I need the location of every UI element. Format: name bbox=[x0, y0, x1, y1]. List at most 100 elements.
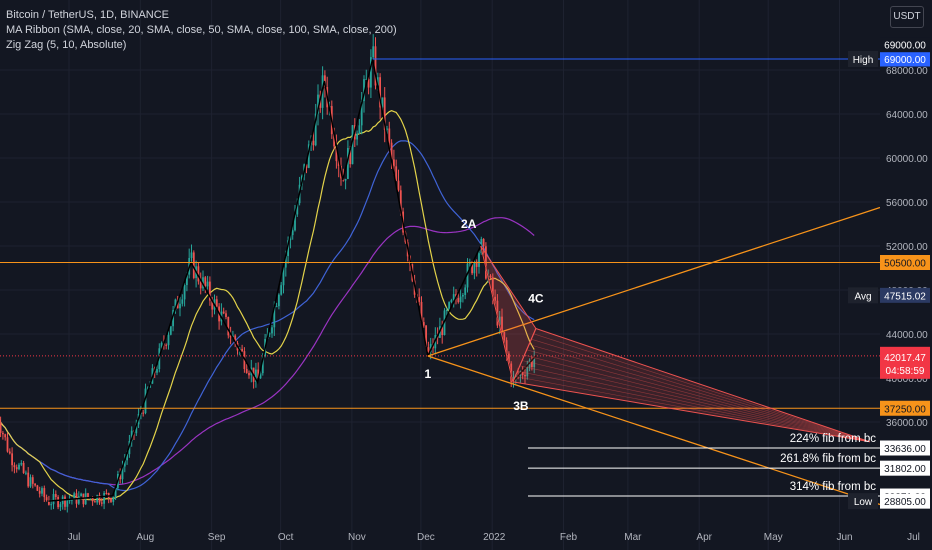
zigzag-legend[interactable]: Zig Zag (5, 10, Absolute) bbox=[6, 39, 127, 51]
time-tick-label: Jun bbox=[836, 532, 852, 543]
candle-body bbox=[475, 261, 478, 267]
currency-button[interactable]: USDT bbox=[890, 6, 924, 28]
lower-trendline bbox=[427, 355, 881, 506]
candle-body bbox=[20, 462, 23, 465]
candle-body bbox=[268, 333, 271, 335]
candle-body bbox=[395, 166, 398, 181]
lower-level-tag-bg bbox=[880, 400, 930, 416]
candle-body bbox=[344, 178, 347, 181]
candle-body bbox=[314, 113, 317, 146]
candle-body bbox=[126, 454, 128, 461]
candle-body bbox=[234, 335, 237, 343]
candle-body bbox=[34, 483, 36, 486]
candle-body bbox=[105, 492, 108, 494]
candle-body bbox=[307, 144, 310, 168]
candle-body bbox=[271, 327, 273, 334]
candle-body bbox=[50, 504, 53, 506]
candle-body bbox=[305, 164, 308, 168]
candle-body bbox=[110, 498, 112, 502]
fib-label: 224% fib from bc bbox=[790, 433, 877, 445]
candle-body bbox=[186, 274, 188, 286]
pattern-hatch bbox=[533, 333, 871, 443]
candle-body bbox=[146, 387, 149, 389]
candle-body bbox=[11, 453, 13, 466]
high-price-tag: 69000.00 bbox=[884, 55, 926, 66]
candle-body bbox=[425, 325, 427, 348]
candle-body bbox=[441, 326, 444, 336]
candle-body bbox=[524, 374, 526, 377]
candle-body bbox=[160, 342, 163, 349]
candle-body bbox=[114, 487, 117, 497]
high-price-tag-bg bbox=[880, 51, 930, 67]
fib-2618-tag: 31802.00 bbox=[884, 464, 926, 475]
fib-224-tag: 33636.00 bbox=[884, 444, 926, 455]
bar-countdown: 04:58:59 bbox=[886, 366, 925, 377]
candle-body bbox=[38, 490, 41, 494]
last-price-tag-bg bbox=[880, 346, 930, 379]
price-tick-label: 56000.00 bbox=[886, 198, 928, 209]
candle-body bbox=[273, 306, 276, 328]
symbol-title[interactable]: Bitcoin / TetherUS, 1D, BINANCE bbox=[6, 9, 170, 21]
candle-body bbox=[450, 300, 453, 303]
price-tick-label: 40000.00 bbox=[886, 374, 928, 385]
candle-body bbox=[496, 300, 499, 326]
candle-body bbox=[100, 502, 103, 504]
candle-body bbox=[183, 285, 186, 300]
candle-body bbox=[521, 372, 524, 375]
time-tick-label: Jul bbox=[907, 532, 920, 543]
candle-body bbox=[462, 294, 464, 297]
candle-body bbox=[206, 281, 209, 287]
price-tick-label: 36000.00 bbox=[886, 418, 928, 429]
candle-body bbox=[172, 310, 174, 327]
candle-body bbox=[376, 77, 379, 86]
candle-body bbox=[245, 369, 248, 373]
candle-body bbox=[232, 335, 234, 338]
candle-body bbox=[142, 412, 145, 414]
candle-body bbox=[291, 230, 294, 236]
pattern-hatch bbox=[517, 370, 871, 443]
candle-body bbox=[278, 294, 280, 307]
candlestick-series bbox=[0, 34, 536, 513]
candle-body bbox=[103, 492, 105, 504]
wave-label: 2A bbox=[461, 217, 477, 231]
candle-body bbox=[379, 77, 381, 108]
candle-body bbox=[215, 299, 218, 307]
candle-body bbox=[347, 148, 349, 179]
price-tick-label: 60000.00 bbox=[886, 154, 928, 165]
time-tick-label: Apr bbox=[696, 532, 712, 543]
candle-body bbox=[284, 255, 287, 268]
candle-body bbox=[94, 501, 96, 503]
candle-body bbox=[365, 79, 368, 81]
time-tick-label: Mar bbox=[624, 532, 642, 543]
candle-body bbox=[64, 496, 66, 507]
candle-body bbox=[181, 299, 184, 304]
zigzag-line bbox=[48, 58, 537, 502]
candle-body bbox=[112, 496, 115, 502]
candle-body bbox=[473, 261, 476, 274]
candle-body bbox=[31, 477, 34, 484]
candle-body bbox=[68, 499, 71, 501]
price-tick-label: 68000.00 bbox=[886, 66, 928, 77]
candle-body bbox=[390, 142, 393, 160]
fib-224-tag-bg bbox=[880, 440, 930, 456]
candle-body bbox=[312, 140, 315, 146]
candle-body bbox=[66, 500, 69, 507]
candle-body bbox=[225, 313, 227, 317]
candle-body bbox=[135, 424, 138, 434]
high-value-tag: 69000.00 bbox=[884, 41, 926, 52]
candle-body bbox=[261, 356, 264, 374]
candle-body bbox=[227, 316, 230, 336]
candle-body bbox=[80, 493, 82, 497]
time-tick-label: May bbox=[764, 532, 783, 543]
ma-ribbon-legend[interactable]: MA Ribbon (SMA, close, 20, SMA, close, 5… bbox=[6, 24, 397, 36]
upper-trendline bbox=[427, 206, 881, 357]
price-tick-label: 44000.00 bbox=[886, 330, 928, 341]
candle-body bbox=[199, 281, 202, 289]
candle-body bbox=[370, 57, 372, 88]
candle-body bbox=[478, 253, 480, 267]
candle-body bbox=[190, 252, 193, 258]
time-tick-label: Jul bbox=[68, 532, 81, 543]
candle-body bbox=[204, 277, 207, 287]
candle-body bbox=[59, 504, 62, 508]
